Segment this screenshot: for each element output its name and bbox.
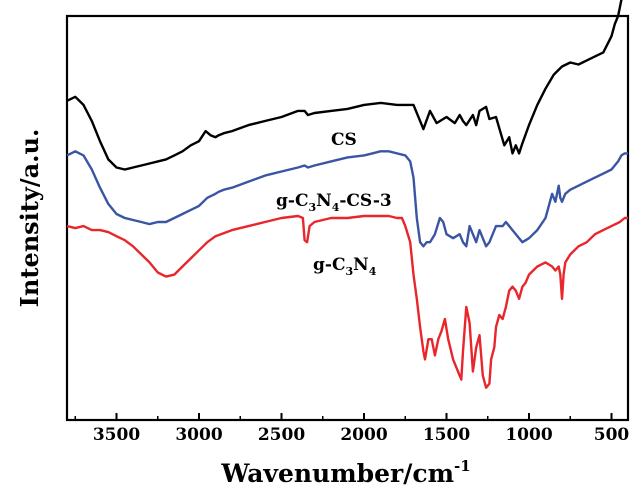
x-axis-title-text: Wavenumber/cm	[220, 459, 454, 488]
series-layer	[66, 0, 628, 389]
label-gc3n4-cs-3-part-g: g-C	[276, 191, 308, 211]
label-gc3n4-cs-3-part-cs: -CS-3	[339, 191, 391, 211]
x-axis-title-sup: -1	[454, 457, 471, 475]
label-gc3n4-cs-3-part-n: N	[316, 191, 332, 211]
x-tick-label-2000: 2000	[340, 425, 387, 445]
y-axis-title: Intensity/a.u.	[15, 129, 44, 308]
plot-area: 3500 3000 2500 2000 1500 1000 500	[65, 0, 630, 445]
label-gc3n4-part-g: g-C	[313, 255, 345, 275]
x-axis-ticks: 3500 3000 2500 2000 1500 1000 500	[74, 413, 630, 445]
x-tick-label-500: 500	[594, 425, 630, 445]
label-gc3n4-sub-3: 3	[345, 265, 353, 278]
label-gc3n4-cs-3: g-C3N4-CS-3	[276, 191, 392, 214]
x-tick-label-2500: 2500	[258, 425, 305, 445]
label-gc3n4: g-C3N4	[313, 255, 377, 278]
label-gc3n4-part-n: N	[353, 255, 369, 275]
x-tick-label-1000: 1000	[505, 425, 552, 445]
x-axis-title: Wavenumber/cm-1	[220, 457, 470, 488]
label-gc3n4-cs-3-sub-4: 4	[332, 201, 340, 214]
series-line-1	[66, 150, 628, 248]
series-line-2	[66, 214, 628, 389]
x-tick-label-3000: 3000	[175, 425, 222, 445]
x-tick-label-3500: 3500	[93, 425, 140, 445]
label-gc3n4-sub-4: 4	[369, 265, 377, 278]
x-tick-label-1500: 1500	[423, 425, 470, 445]
label-cs: CS	[331, 130, 357, 150]
series-line-0	[66, 0, 623, 171]
label-gc3n4-cs-3-sub-3: 3	[308, 201, 316, 214]
